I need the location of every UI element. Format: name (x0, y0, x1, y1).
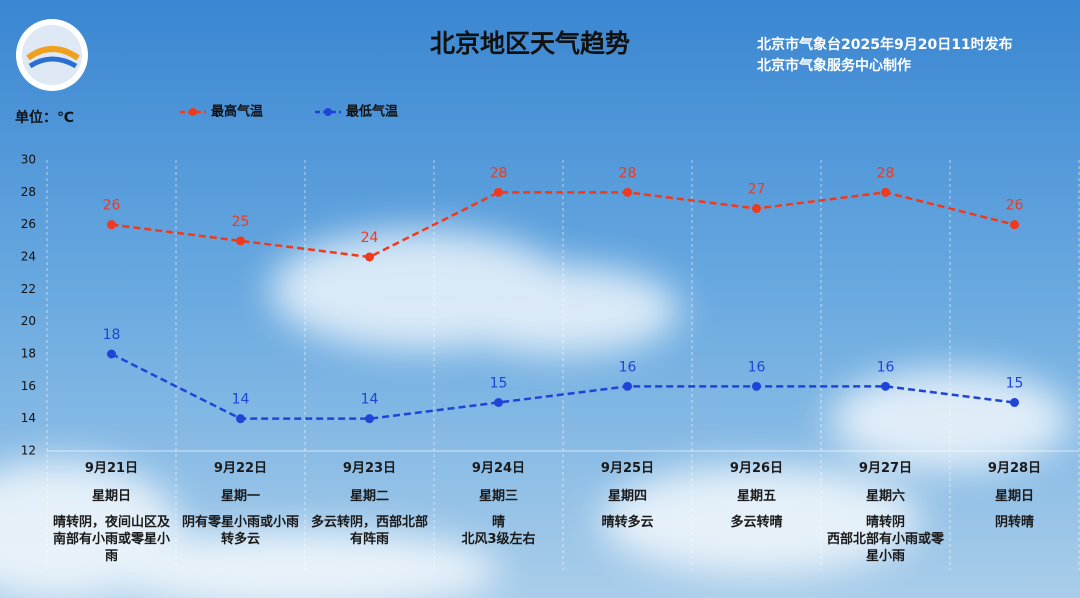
weather-text: 阴转晴 (994, 515, 1034, 530)
data-label: 16 (619, 359, 637, 375)
date-label: 9月23日 (342, 461, 397, 476)
series-line (111, 191, 1015, 259)
chart-title: 北京地区天气趋势 (430, 29, 630, 58)
data-point (365, 252, 374, 262)
data-label: 28 (877, 165, 895, 181)
data-label: 15 (1006, 376, 1024, 392)
y-tick-label: 20 (21, 314, 36, 328)
y-tick-label: 24 (21, 250, 36, 264)
data-point (494, 187, 503, 197)
weekday-label: 星期日 (91, 489, 131, 504)
unit-label: 单位：℃ (15, 109, 74, 126)
data-point (881, 187, 890, 197)
data-label: 26 (1006, 198, 1024, 214)
legend-label: 最低气温 (346, 104, 398, 120)
weather-text: 阴有零星小雨或小雨转多云 (181, 515, 299, 547)
weather-box: 阴有零星小雨或小雨转多云 (176, 514, 305, 548)
weather-box: 晴转阴西部北部有小雨或零星小雨 (821, 514, 950, 565)
subtitle: 北京市气象台2025年9月20日11时发布 (757, 36, 1013, 53)
data-point (623, 187, 632, 197)
weather-box: 晴北风3级左右 (434, 514, 563, 548)
data-label: 18 (103, 327, 121, 343)
date-label: 9月24日 (471, 461, 526, 476)
date-label: 9月26日 (729, 461, 784, 476)
weekday-label: 星期四 (607, 489, 647, 504)
data-label: 14 (232, 392, 250, 408)
date-label: 9月28日 (987, 461, 1042, 476)
weather-text: 多云转阴，西部北部有阵雨 (310, 515, 428, 547)
data-label: 26 (103, 198, 121, 214)
data-label: 25 (232, 214, 250, 230)
weather-text: 多云转晴 (730, 515, 783, 530)
weekday-label: 星期二 (349, 489, 389, 504)
data-label: 28 (490, 165, 508, 181)
y-tick-label: 30 (21, 153, 36, 167)
data-point (107, 349, 116, 359)
data-point (1010, 398, 1019, 407)
y-tick-label: 28 (21, 185, 36, 199)
weather-text: 晴转阴，夜间山区及南部有小雨或零星小雨 (52, 515, 170, 564)
data-label: 16 (748, 359, 766, 375)
data-label: 16 (877, 359, 895, 375)
legend-marker (189, 108, 197, 116)
weather-text: 北风3级左右 (461, 532, 536, 547)
clouds (0, 230, 1070, 598)
weather-text: 西部北部有小雨或零星小雨 (826, 532, 944, 564)
y-tick-label: 16 (21, 379, 36, 393)
weekday-label: 星期五 (736, 489, 776, 504)
y-tick-label: 12 (21, 444, 36, 458)
legend-label: 最高气温 (211, 104, 263, 120)
data-label: 15 (490, 376, 508, 392)
weather-text: 晴转阴 (865, 515, 905, 530)
weather-box: 晴转多云 (563, 514, 692, 531)
data-label: 28 (619, 165, 637, 181)
data-point (236, 414, 245, 424)
y-tick-label: 18 (21, 347, 36, 361)
data-point (494, 398, 503, 407)
data-point (107, 220, 116, 230)
subtitle: 北京市气象服务中心制作 (757, 57, 911, 74)
data-label: 27 (748, 182, 766, 198)
series-line (110, 352, 1015, 420)
weather-text: 晴 (491, 515, 505, 530)
weekday-label: 星期三 (478, 489, 518, 504)
data-point (752, 204, 761, 213)
weekday-label: 星期一 (220, 489, 260, 504)
data-point (623, 381, 632, 391)
date-label: 9月21日 (84, 461, 139, 476)
date-label: 9月25日 (600, 461, 655, 476)
data-point (881, 381, 890, 391)
y-tick-label: 22 (21, 282, 36, 296)
weather-box: 阴转晴 (950, 514, 1079, 531)
y-tick-label: 14 (21, 411, 36, 425)
logo (16, 19, 88, 91)
weather-box: 多云转阴，西部北部有阵雨 (305, 514, 434, 548)
date-label: 9月27日 (858, 461, 913, 476)
data-point (365, 414, 374, 424)
data-label: 14 (361, 392, 379, 408)
data-point (236, 236, 245, 246)
weather-box: 晴转阴，夜间山区及南部有小雨或零星小雨 (47, 514, 176, 565)
weekday-label: 星期日 (994, 489, 1034, 504)
legend-marker (324, 108, 332, 116)
data-point (1010, 220, 1019, 230)
date-label: 9月22日 (213, 461, 268, 476)
y-tick-label: 26 (21, 217, 36, 231)
weather-text: 晴转多云 (601, 515, 654, 530)
data-label: 24 (361, 230, 379, 246)
weekday-label: 星期六 (865, 489, 905, 504)
data-point (752, 381, 761, 391)
weather-box: 多云转晴 (692, 514, 821, 531)
